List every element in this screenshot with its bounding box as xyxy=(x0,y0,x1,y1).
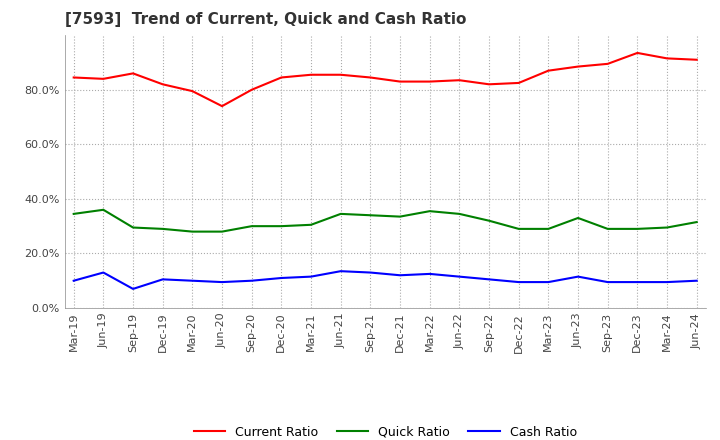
Cash Ratio xyxy=(603,279,612,285)
Cash Ratio xyxy=(396,273,405,278)
Quick Ratio xyxy=(366,213,374,218)
Quick Ratio xyxy=(426,209,434,214)
Cash Ratio xyxy=(99,270,108,275)
Current Ratio xyxy=(662,56,671,61)
Quick Ratio xyxy=(129,225,138,230)
Cash Ratio xyxy=(248,278,256,283)
Current Ratio xyxy=(336,72,345,77)
Cash Ratio xyxy=(455,274,464,279)
Cash Ratio xyxy=(366,270,374,275)
Cash Ratio xyxy=(662,279,671,285)
Quick Ratio xyxy=(188,229,197,234)
Quick Ratio xyxy=(603,226,612,231)
Current Ratio xyxy=(544,68,553,73)
Text: [7593]  Trend of Current, Quick and Cash Ratio: [7593] Trend of Current, Quick and Cash … xyxy=(65,12,466,27)
Current Ratio xyxy=(129,71,138,76)
Cash Ratio xyxy=(307,274,315,279)
Current Ratio xyxy=(426,79,434,84)
Current Ratio xyxy=(574,64,582,69)
Current Ratio xyxy=(248,87,256,92)
Cash Ratio xyxy=(69,278,78,283)
Current Ratio xyxy=(158,82,167,87)
Current Ratio xyxy=(188,88,197,94)
Current Ratio xyxy=(217,103,226,109)
Quick Ratio xyxy=(277,224,286,229)
Quick Ratio xyxy=(514,226,523,231)
Line: Quick Ratio: Quick Ratio xyxy=(73,210,697,231)
Cash Ratio xyxy=(544,279,553,285)
Cash Ratio xyxy=(217,279,226,285)
Cash Ratio xyxy=(426,271,434,276)
Quick Ratio xyxy=(396,214,405,219)
Quick Ratio xyxy=(69,211,78,216)
Line: Cash Ratio: Cash Ratio xyxy=(73,271,697,289)
Current Ratio xyxy=(277,75,286,80)
Line: Current Ratio: Current Ratio xyxy=(73,53,697,106)
Cash Ratio xyxy=(693,278,701,283)
Current Ratio xyxy=(366,75,374,80)
Current Ratio xyxy=(633,50,642,55)
Current Ratio xyxy=(455,77,464,83)
Legend: Current Ratio, Quick Ratio, Cash Ratio: Current Ratio, Quick Ratio, Cash Ratio xyxy=(189,421,582,440)
Current Ratio xyxy=(396,79,405,84)
Cash Ratio xyxy=(336,268,345,274)
Quick Ratio xyxy=(544,226,553,231)
Cash Ratio xyxy=(574,274,582,279)
Quick Ratio xyxy=(217,229,226,234)
Current Ratio xyxy=(69,75,78,80)
Quick Ratio xyxy=(574,215,582,220)
Quick Ratio xyxy=(248,224,256,229)
Current Ratio xyxy=(485,82,493,87)
Current Ratio xyxy=(99,76,108,81)
Cash Ratio xyxy=(485,277,493,282)
Quick Ratio xyxy=(158,226,167,231)
Quick Ratio xyxy=(336,211,345,216)
Quick Ratio xyxy=(99,207,108,213)
Current Ratio xyxy=(307,72,315,77)
Cash Ratio xyxy=(129,286,138,292)
Current Ratio xyxy=(603,61,612,66)
Quick Ratio xyxy=(693,220,701,225)
Cash Ratio xyxy=(514,279,523,285)
Quick Ratio xyxy=(662,225,671,230)
Cash Ratio xyxy=(633,279,642,285)
Quick Ratio xyxy=(633,226,642,231)
Current Ratio xyxy=(693,57,701,62)
Quick Ratio xyxy=(455,211,464,216)
Quick Ratio xyxy=(485,218,493,224)
Cash Ratio xyxy=(188,278,197,283)
Cash Ratio xyxy=(158,277,167,282)
Cash Ratio xyxy=(277,275,286,281)
Quick Ratio xyxy=(307,222,315,227)
Current Ratio xyxy=(514,80,523,85)
